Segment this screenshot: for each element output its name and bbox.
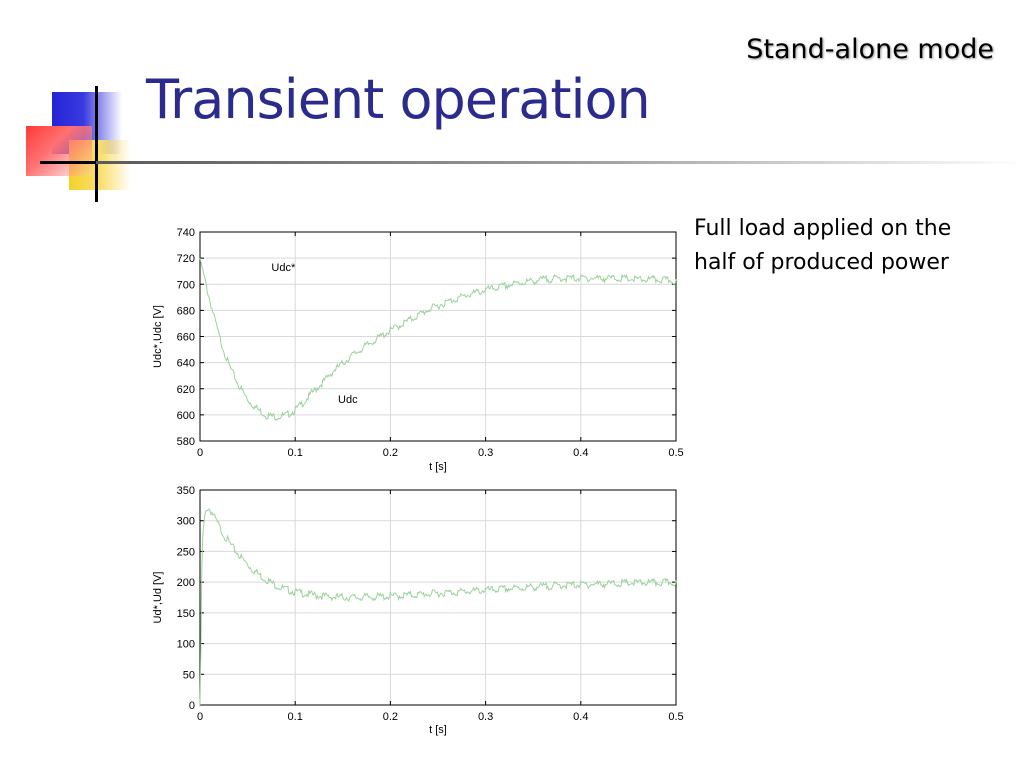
logo-vertical-line	[95, 86, 98, 202]
y-tick-label: 300	[177, 516, 195, 528]
y-tick-label: 350	[177, 485, 195, 497]
logo-horizontal-line	[40, 161, 130, 164]
page-title: Transient operation	[146, 68, 651, 131]
y-tick-label: 620	[177, 384, 195, 396]
x-tick-label: 0	[197, 711, 203, 723]
x-tick-label: 0.3	[478, 447, 493, 459]
slide-subtitle: Stand-alone mode	[746, 34, 994, 65]
y-tick-label: 200	[177, 577, 195, 589]
y-tick-label: 580	[177, 436, 195, 448]
series-line	[199, 508, 677, 706]
x-tick-label: 0.2	[383, 447, 398, 459]
x-tick-label: 0.5	[668, 711, 683, 723]
y-tick-label: 100	[177, 639, 195, 651]
series-annotation: Udc*	[271, 262, 296, 274]
note-line-2: half of produced power	[694, 250, 949, 275]
x-tick-label: 0.3	[478, 711, 493, 723]
slide-logo	[0, 0, 140, 210]
y-tick-label: 680	[177, 305, 195, 317]
y-tick-label: 640	[177, 358, 195, 370]
y-tick-label: 0	[189, 700, 195, 712]
y-tick-label: 150	[177, 608, 195, 620]
x-tick-label: 0.1	[288, 711, 303, 723]
y-tick-label: 600	[177, 410, 195, 422]
plot-area	[200, 490, 676, 705]
title-rule	[96, 161, 1024, 164]
y-tick-label: 700	[177, 279, 195, 291]
x-axis-label: t [s]	[429, 461, 447, 473]
y-axis-label: Udc*,Udc [V]	[152, 305, 164, 368]
x-tick-label: 0.5	[668, 447, 683, 459]
y-tick-label: 720	[177, 253, 195, 265]
y-tick-label: 250	[177, 546, 195, 558]
x-tick-label: 0.2	[383, 711, 398, 723]
x-axis-label: t [s]	[429, 724, 447, 736]
slide-note: Full load applied on the half of produce…	[694, 212, 1014, 280]
note-line-1: Full load applied on the	[694, 216, 952, 241]
y-tick-label: 660	[177, 332, 195, 344]
y-tick-label: 50	[183, 669, 195, 681]
series-line	[199, 257, 677, 421]
series-annotation: Udc	[338, 394, 358, 406]
x-tick-label: 0.4	[573, 711, 588, 723]
x-tick-label: 0.4	[573, 447, 588, 459]
x-tick-label: 0.1	[288, 447, 303, 459]
y-axis-label: Ud*,Ud [V]	[152, 572, 164, 624]
logo-red-square	[26, 126, 92, 176]
plot-frame	[199, 489, 677, 706]
y-tick-label: 740	[177, 227, 195, 239]
x-tick-label: 0	[197, 447, 203, 459]
